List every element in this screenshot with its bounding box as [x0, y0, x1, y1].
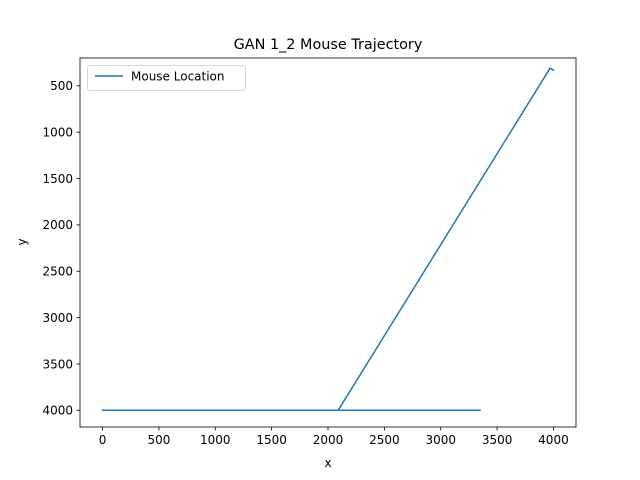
- x-axis-label: x: [324, 456, 331, 470]
- x-tick-label: 3000: [425, 433, 456, 447]
- x-tick-label: 3500: [482, 433, 513, 447]
- y-tick-label: 4000: [42, 404, 73, 418]
- x-tick-label: 2000: [313, 433, 344, 447]
- y-tick-label: 500: [50, 79, 73, 93]
- legend-label-mouse-location: Mouse Location: [131, 70, 225, 84]
- x-tick-label: 4000: [538, 433, 569, 447]
- y-tick-label: 1500: [42, 172, 73, 186]
- y-tick-label: 2000: [42, 218, 73, 232]
- x-tick-label: 0: [99, 433, 107, 447]
- x-tick-label: 1500: [256, 433, 287, 447]
- x-tick-label: 2500: [369, 433, 400, 447]
- chart-title: GAN 1_2 Mouse Trajectory: [234, 37, 423, 53]
- x-tick-label: 1000: [200, 433, 231, 447]
- legend-box: [87, 65, 246, 91]
- y-tick-label: 1000: [42, 125, 73, 139]
- y-axis-ticks: 500 1000 1500 2000 2500 3000 3500 4000: [42, 79, 80, 418]
- series-line-mouse-location: [101, 67, 555, 412]
- y-tick-label: 3500: [42, 357, 73, 371]
- y-tick-label: 2500: [42, 265, 73, 279]
- x-axis-ticks: 0 500 1000 1500 2000 2500 3000 3500 4000: [99, 427, 569, 447]
- y-tick-label: 3000: [42, 311, 73, 325]
- legend: Mouse Location: [87, 65, 246, 91]
- y-axis-label: y: [15, 238, 29, 245]
- x-tick-label: 500: [147, 433, 170, 447]
